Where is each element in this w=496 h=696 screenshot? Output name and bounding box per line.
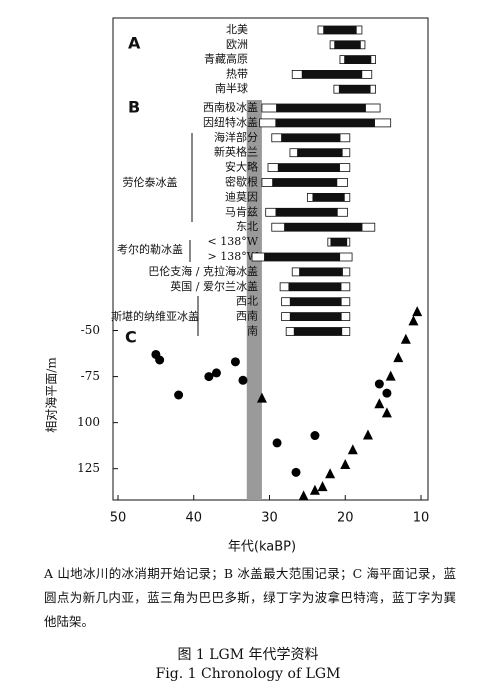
range-fill <box>276 104 366 112</box>
point <box>412 306 423 317</box>
range-fill <box>284 223 363 232</box>
group-label: 斯堪的纳维亚冰盖 <box>111 309 199 323</box>
panel-label: B <box>128 98 140 117</box>
panel-label: C <box>125 328 137 347</box>
range-fill <box>323 26 357 34</box>
point <box>382 388 392 398</box>
point <box>400 333 411 344</box>
row-label: 迪莫因 <box>225 190 258 203</box>
range-fill <box>297 148 343 157</box>
panel-label: A <box>128 34 141 53</box>
row-label: 西南极冰盖 <box>203 100 258 114</box>
range-fill <box>289 312 342 321</box>
x-axis-label: 年代(kaBP) <box>228 540 296 555</box>
range-fill <box>275 118 375 127</box>
range-fill <box>272 178 338 187</box>
range-fill <box>275 208 338 217</box>
y-tick-label: 125 <box>77 461 100 475</box>
point <box>385 370 396 381</box>
point <box>310 431 320 441</box>
group-label: 劳伦泰冰盖 <box>123 175 178 189</box>
row-label: 南半球 <box>215 81 248 95</box>
point <box>256 392 267 403</box>
point <box>309 484 320 495</box>
row-label: > 138°W <box>207 250 258 263</box>
group-label: 考尔的勒冰盖 <box>117 242 183 256</box>
row-label: 马肯兹 <box>225 205 258 218</box>
point <box>298 490 309 501</box>
point <box>230 357 240 367</box>
row-label: 密歇根 <box>225 175 258 189</box>
point <box>174 390 184 400</box>
y-tick-label: 100 <box>77 415 100 429</box>
figure: 劳伦泰冰盖 考尔的勒冰盖 斯堪的纳维亚冰盖 A B C 相对海平面/m 年代(k… <box>44 17 430 555</box>
range-fill <box>264 253 341 261</box>
row-label: < 138°W <box>207 235 258 248</box>
point <box>362 429 373 440</box>
row-label: 巴伦支海 / 克拉海冰盖 <box>148 264 258 278</box>
range-fill <box>289 297 342 306</box>
frame <box>112 17 429 501</box>
caption: A 山地冰川的冰消期开始记录；B 冰盖最大范围记录；C 海平面记录，蓝圆点为新几… <box>44 566 456 629</box>
row-label: 西南 <box>236 310 258 323</box>
point <box>381 407 392 418</box>
row-label: 新英格兰 <box>214 145 258 159</box>
range-fill <box>299 267 343 276</box>
point <box>325 468 336 479</box>
range-fill <box>334 40 361 49</box>
point <box>291 467 301 477</box>
range-fill <box>293 327 343 336</box>
point <box>204 372 214 382</box>
point <box>340 459 351 469</box>
row-label: 南 <box>247 325 258 338</box>
point <box>272 438 282 448</box>
point <box>347 444 358 455</box>
range-fill <box>330 238 348 247</box>
range-fill <box>301 70 363 79</box>
x-tick-label: 20 <box>337 511 354 526</box>
point <box>393 352 404 363</box>
row-label: 热带 <box>226 67 248 80</box>
row-label: 青藏高原 <box>204 52 248 66</box>
point <box>238 375 248 385</box>
range-fill <box>277 163 340 172</box>
point <box>408 315 419 326</box>
row-label: 西北 <box>236 295 258 308</box>
x-tick-label: 50 <box>110 511 127 526</box>
row-label: 安大略 <box>225 160 258 174</box>
point <box>317 481 328 492</box>
point <box>155 355 165 365</box>
row-label: 因纽特冰盖 <box>203 115 258 129</box>
range-fill <box>338 85 371 94</box>
point <box>211 368 221 378</box>
x-tick-label: 10 <box>413 511 430 526</box>
range-fill <box>312 193 345 202</box>
row-label: 北美 <box>226 23 248 36</box>
y-tick-label: -75 <box>81 369 100 383</box>
y-axis-label: 相对海平面/m <box>44 357 59 433</box>
x-tick-label: 30 <box>261 511 278 526</box>
figure-title: 图 1 LGM 年代学资料 <box>177 647 319 663</box>
point <box>374 398 385 409</box>
range-fill <box>288 282 342 291</box>
figure-title: Fig. 1 Chronology of LGM <box>155 666 341 682</box>
row-label: 英国 / 爱尔兰冰盖 <box>170 279 258 293</box>
y-tick-label: -50 <box>81 323 100 337</box>
range-fill <box>344 55 372 64</box>
point <box>374 379 384 389</box>
lgm-band <box>246 100 262 500</box>
range-fill <box>281 133 341 142</box>
row-label: 东北 <box>236 220 258 233</box>
row-label: 欧洲 <box>226 38 248 51</box>
row-label: 海洋部分 <box>214 130 258 144</box>
x-tick-label: 40 <box>185 511 202 526</box>
